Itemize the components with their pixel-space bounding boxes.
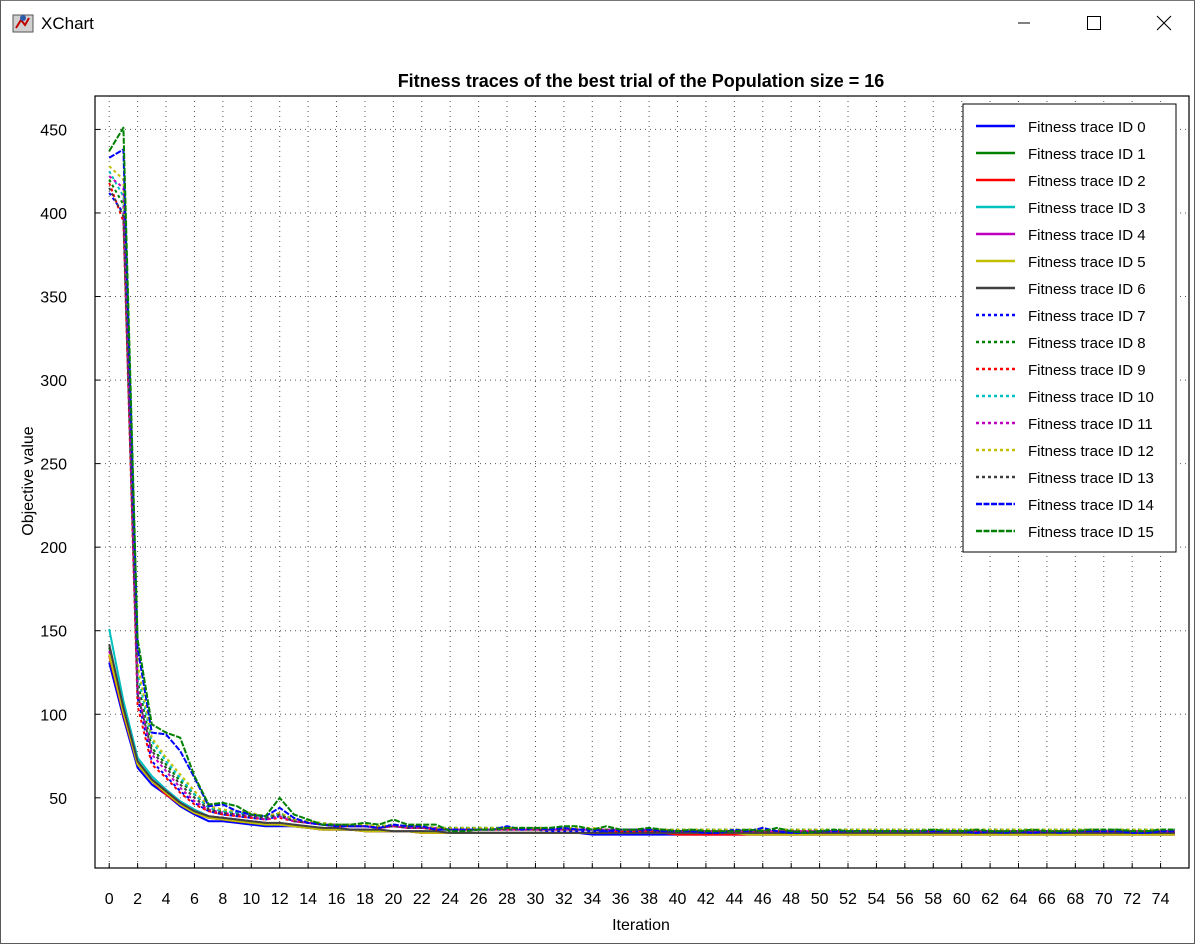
y-tick-label: 250 [40, 457, 67, 474]
x-tick-label: 40 [669, 891, 687, 908]
legend-entry-label: Fitness trace ID 9 [1028, 362, 1146, 379]
legend-entry-label: Fitness trace ID 13 [1028, 470, 1154, 487]
x-tick-label: 20 [384, 891, 402, 908]
java-app-icon [12, 14, 34, 33]
y-tick-label: 200 [40, 540, 67, 557]
x-tick-label: 70 [1095, 891, 1113, 908]
legend-entry-label: Fitness trace ID 5 [1028, 254, 1146, 271]
y-tick-label: 150 [40, 624, 67, 641]
x-tick-label: 38 [640, 891, 658, 908]
x-tick-label: 68 [1066, 891, 1084, 908]
legend-entry-label: Fitness trace ID 12 [1028, 443, 1154, 460]
x-tick-label: 36 [612, 891, 630, 908]
chart-panel: Fitness traces of the best trial of the … [0, 48, 1195, 944]
legend-entry-label: Fitness trace ID 8 [1028, 335, 1146, 352]
legend-entry-label: Fitness trace ID 11 [1028, 416, 1153, 433]
x-tick-label: 62 [981, 891, 999, 908]
window-title: XChart [41, 14, 94, 33]
x-tick-label: 74 [1152, 891, 1170, 908]
series-lines [108, 126, 1175, 836]
x-tick-label: 32 [555, 891, 573, 908]
x-tick-label: 6 [190, 891, 199, 908]
close-icon [1156, 15, 1172, 31]
x-tick-label: 18 [356, 891, 374, 908]
legend-entry-label: Fitness trace ID 1 [1028, 146, 1146, 163]
y-tick-label: 300 [40, 373, 67, 390]
legend-entry-label: Fitness trace ID 3 [1028, 200, 1146, 217]
x-tick-label: 44 [725, 891, 743, 908]
x-tick-label: 22 [413, 891, 431, 908]
x-tick-label: 54 [868, 891, 886, 908]
chart-title: Fitness traces of the best trial of the … [398, 71, 885, 91]
x-tick-label: 16 [328, 891, 346, 908]
legend: Fitness trace ID 0 Fitness trace ID 1 Fitn… [962, 103, 1177, 553]
x-tick-label: 10 [242, 891, 260, 908]
x-tick-label: 58 [924, 891, 942, 908]
x-tick-label: 4 [162, 891, 171, 908]
x-tick-label: 28 [498, 891, 516, 908]
y-axis-ticks: 50 100 150 200 250 300 350 400 450 [40, 122, 100, 808]
minimize-icon [1018, 22, 1030, 24]
x-tick-label: 2 [133, 891, 142, 908]
legend-entry-label: Fitness trace ID 15 [1028, 524, 1154, 541]
legend-entry-label: Fitness trace ID 4 [1028, 227, 1146, 244]
x-tick-label: 14 [299, 891, 317, 908]
y-tick-label: 100 [40, 707, 67, 724]
x-tick-label: 56 [896, 891, 914, 908]
y-tick-label: 450 [40, 122, 67, 139]
x-tick-label: 30 [527, 891, 545, 908]
y-tick-label: 400 [40, 206, 67, 223]
maximize-button[interactable] [1059, 0, 1129, 46]
legend-entry-label: Fitness trace ID 7 [1028, 308, 1146, 325]
x-tick-label: 42 [697, 891, 715, 908]
legend-entry-label: Fitness trace ID 14 [1028, 497, 1154, 514]
x-tick-label: 24 [441, 891, 459, 908]
legend-entry-label: Fitness trace ID 10 [1028, 389, 1154, 406]
legend-box [962, 103, 1177, 553]
x-tick-label: 48 [782, 891, 800, 908]
x-tick-label: 64 [1010, 891, 1028, 908]
y-axis-label: Objective value [20, 426, 37, 535]
y-tick-label: 350 [40, 290, 67, 307]
x-tick-label: 50 [811, 891, 829, 908]
x-tick-label: 26 [470, 891, 488, 908]
close-button[interactable] [1129, 0, 1195, 46]
x-tick-label: 60 [953, 891, 971, 908]
x-tick-label: 34 [583, 891, 601, 908]
x-tick-label: 0 [105, 891, 114, 908]
window-titlebar: XChart [0, 0, 1195, 48]
legend-entry-label: Fitness trace ID 6 [1028, 281, 1146, 298]
legend-entry-label: Fitness trace ID 0 [1028, 119, 1146, 136]
series-line-15 [108, 126, 1175, 834]
line-chart: Fitness traces of the best trial of the … [20, 71, 1190, 934]
x-tick-label: 46 [754, 891, 772, 908]
legend-entry-label: Fitness trace ID 2 [1028, 173, 1146, 190]
x-tick-label: 8 [218, 891, 227, 908]
x-axis-label: Iteration [612, 917, 670, 934]
x-tick-label: 66 [1038, 891, 1056, 908]
minimize-button[interactable] [989, 0, 1059, 46]
x-axis-ticks: 0 2 4 6 8 10 12 14 16 18 20 22 24 26 28 30 32 34 36 38 40 42 4… [105, 863, 1170, 908]
y-tick-label: 50 [49, 791, 67, 808]
x-tick-label: 72 [1123, 891, 1141, 908]
x-tick-label: 12 [271, 891, 289, 908]
x-tick-label: 52 [839, 891, 857, 908]
maximize-icon [1087, 16, 1101, 30]
